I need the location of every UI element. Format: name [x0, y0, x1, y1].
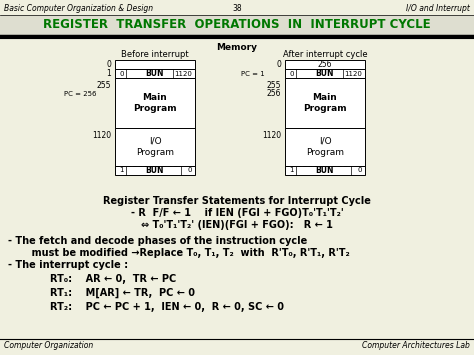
Text: 38: 38 [232, 4, 242, 13]
Text: BUN: BUN [146, 69, 164, 78]
Bar [115, 69, 195, 78]
Text: I/O and Interrupt: I/O and Interrupt [406, 4, 470, 13]
Text: REGISTER  TRANSFER  OPERATIONS  IN  INTERRUPT CYCLE: REGISTER TRANSFER OPERATIONS IN INTERRUP… [43, 18, 431, 32]
Bar [115, 60, 195, 69]
Text: Main
Program: Main Program [303, 93, 347, 113]
Text: RT₁:    M[AR] ← TR,  PC ← 0: RT₁: M[AR] ← TR, PC ← 0 [50, 288, 195, 298]
Text: 1: 1 [106, 69, 111, 78]
Text: 256: 256 [266, 89, 281, 98]
Text: 0: 0 [276, 60, 281, 69]
Text: 0: 0 [106, 60, 111, 69]
Text: I/O
Program: I/O Program [136, 137, 174, 157]
Text: BUN: BUN [316, 69, 334, 78]
Bar [115, 166, 195, 175]
Text: I/O
Program: I/O Program [306, 137, 344, 157]
Text: 1120: 1120 [174, 71, 192, 76]
Text: BUN: BUN [146, 166, 164, 175]
Text: 1120: 1120 [92, 131, 111, 141]
Text: must be modified →Replace T₀, T₁, T₂  with  R'T₀, R'T₁, R'T₂: must be modified →Replace T₀, T₁, T₂ wit… [8, 248, 350, 258]
Text: 0: 0 [357, 168, 362, 174]
Text: Before interrupt: Before interrupt [121, 50, 189, 59]
Bar [115, 78, 195, 128]
Bar [285, 166, 365, 175]
Bar [285, 69, 365, 78]
Text: - The interrupt cycle :: - The interrupt cycle : [8, 260, 128, 270]
Text: 0: 0 [188, 168, 192, 174]
Text: 256: 256 [318, 60, 332, 69]
Text: Register Transfer Statements for Interrupt Cycle: Register Transfer Statements for Interru… [103, 196, 371, 206]
Text: RT₀:    AR ← 0,  TR ← PC: RT₀: AR ← 0, TR ← PC [50, 274, 176, 284]
Text: Main
Program: Main Program [133, 93, 177, 113]
Text: 255: 255 [97, 82, 111, 91]
Text: PC = 256: PC = 256 [64, 91, 97, 97]
Text: Computer Organization: Computer Organization [4, 341, 93, 350]
Text: - The fetch and decode phases of the instruction cycle: - The fetch and decode phases of the ins… [8, 236, 307, 246]
Text: 1120: 1120 [344, 71, 362, 76]
Bar [285, 128, 365, 166]
Text: 1: 1 [289, 168, 293, 174]
Text: 1120: 1120 [262, 131, 281, 141]
Text: 0: 0 [120, 71, 125, 76]
Text: Memory: Memory [217, 43, 257, 52]
Text: 255: 255 [266, 82, 281, 91]
Text: RT₂:    PC ← PC + 1,  IEN ← 0,  R ← 0, SC ← 0: RT₂: PC ← PC + 1, IEN ← 0, R ← 0, SC ← 0 [50, 302, 284, 312]
Text: Computer Architectures Lab: Computer Architectures Lab [362, 341, 470, 350]
Bar [0, 15, 474, 35]
Text: BUN: BUN [316, 166, 334, 175]
Bar [285, 78, 365, 128]
Text: 1: 1 [119, 168, 124, 174]
Text: Basic Computer Organization & Design: Basic Computer Organization & Design [4, 4, 153, 13]
Text: - R  F/F ← 1    if IEN (FGI + FGO)T₀'T₁'T₂': - R F/F ← 1 if IEN (FGI + FGO)T₀'T₁'T₂' [131, 208, 343, 218]
Bar [115, 128, 195, 166]
Text: ⇔ T₀'T₁'T₂' (IEN)(FGI + FGO):   R ← 1: ⇔ T₀'T₁'T₂' (IEN)(FGI + FGO): R ← 1 [141, 220, 333, 230]
Text: After interrupt cycle: After interrupt cycle [283, 50, 367, 59]
Bar [285, 60, 365, 69]
Text: PC = 1: PC = 1 [241, 71, 265, 76]
Text: 0: 0 [290, 71, 294, 76]
